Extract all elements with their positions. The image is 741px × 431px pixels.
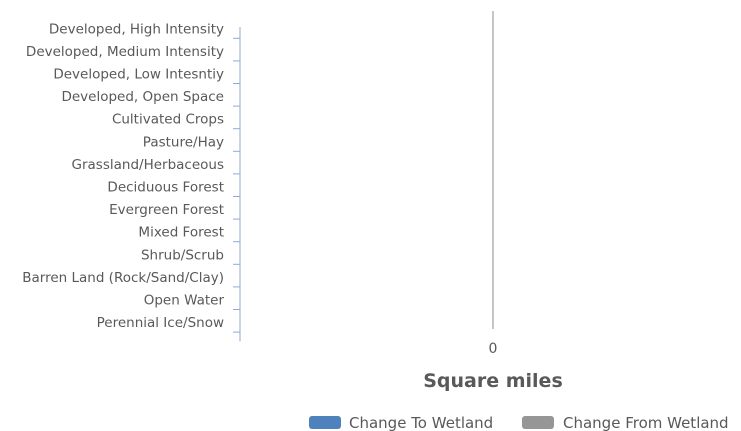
category-label: Developed, Low Intesntiy — [53, 67, 224, 83]
category-label: Developed, High Intensity — [49, 21, 224, 37]
category-label: Evergreen Forest — [109, 202, 224, 218]
category-label: Open Water — [144, 293, 225, 309]
category-label: Deciduous Forest — [107, 180, 224, 196]
legend-label-change-from-wetland[interactable]: Change From Wetland — [563, 414, 729, 431]
category-label: Pasture/Hay — [143, 134, 224, 150]
legend-swatch-change-from-wetland[interactable] — [522, 416, 554, 429]
category-axis: Developed, High Intensity Developed, Medi… — [22, 21, 241, 342]
category-label: Shrub/Scrub — [141, 247, 224, 263]
legend[interactable]: Change To Wetland Change From Wetland — [309, 414, 729, 431]
legend-swatch-change-to-wetland[interactable] — [309, 416, 341, 429]
category-label: Mixed Forest — [138, 225, 224, 241]
x-tick-label: 0 — [489, 341, 498, 357]
category-label: Developed, Open Space — [61, 89, 224, 105]
category-label: Perennial Ice/Snow — [97, 315, 224, 331]
legend-label-change-to-wetland[interactable]: Change To Wetland — [349, 414, 493, 431]
category-label: Grassland/Herbaceous — [72, 157, 224, 173]
x-axis-title: Square miles — [423, 370, 563, 392]
category-label: Developed, Medium Intensity — [26, 44, 224, 60]
category-label: Barren Land (Rock/Sand/Clay) — [22, 270, 224, 286]
category-label: Cultivated Crops — [112, 112, 224, 128]
